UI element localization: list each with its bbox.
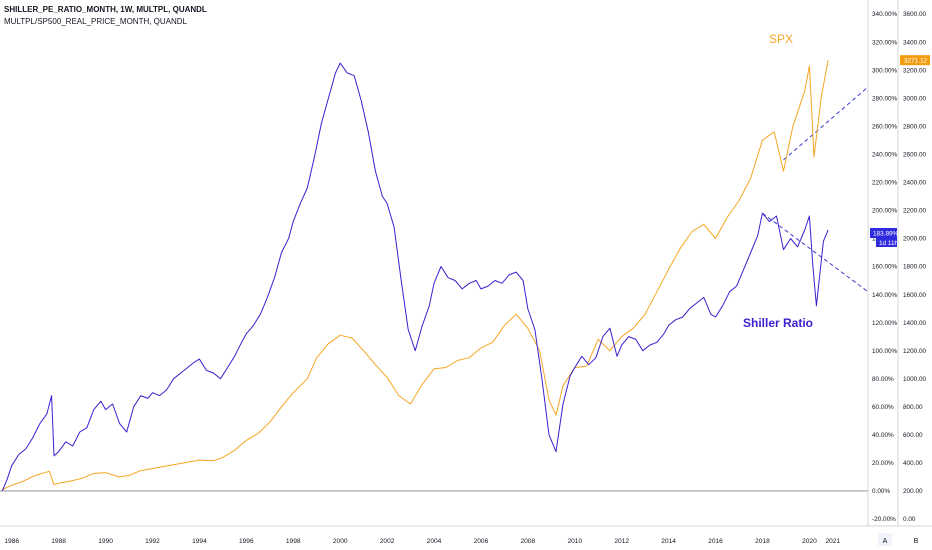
spx-annotation: SPX — [769, 32, 793, 46]
price-tick-label: 200.00 — [903, 488, 923, 495]
trend-lines — [762, 86, 869, 293]
price-tick-label: 0.00 — [903, 516, 916, 523]
percent-tick-label: 340.00% — [872, 11, 898, 18]
secondary-symbol-title: MULTPL/SP500_REAL_PRICE_MONTH, QUANDL — [4, 17, 188, 26]
price-tick-label: 2800.00 — [903, 123, 927, 130]
auto-scale-button[interactable]: A — [878, 533, 892, 546]
year-tick-label: 1988 — [51, 538, 66, 545]
spx-last-price-text: 3271.12 — [904, 57, 928, 64]
percent-tick-label: 220.00% — [872, 180, 898, 187]
price-tick-label: 400.00 — [903, 460, 923, 467]
year-tick-label: 2021 — [825, 538, 840, 545]
primary-symbol-title: SHILLER_PE_RATIO_MONTH, 1W, MULTPL, QUAN… — [4, 5, 207, 14]
year-tick-label: 2012 — [614, 538, 629, 545]
year-tick-label: 1990 — [98, 538, 113, 545]
price-tick-label: 1400.00 — [903, 320, 927, 327]
price-tick-label: 2000.00 — [903, 236, 927, 243]
auto-scale-label: A — [883, 538, 888, 545]
price-tick-label: 3000.00 — [903, 95, 927, 102]
price-tick-label: 3200.00 — [903, 67, 927, 74]
price-tick-label: 3600.00 — [903, 11, 927, 18]
price-tick-label: 2200.00 — [903, 208, 927, 215]
year-tick-label: 2018 — [755, 538, 770, 545]
percent-tick-label: -20.00% — [872, 516, 896, 523]
log-scale-button[interactable]: B — [914, 538, 919, 545]
percent-tick-label: 140.00% — [872, 292, 898, 299]
year-tick-label: 1994 — [192, 538, 207, 545]
percent-tick-label: 100.00% — [872, 348, 898, 355]
year-tick-label: 2014 — [661, 538, 676, 545]
spx-last-price-badge — [900, 55, 930, 66]
year-tick-label: 2000 — [333, 538, 348, 545]
price-axis[interactable]: 3600.00 3400.00 3200.00 3000.00 2800.00 2600.… — [903, 11, 927, 523]
price-tick-label: 2400.00 — [903, 180, 927, 187]
price-tick-label: 1200.00 — [903, 348, 927, 355]
year-tick-label: 2010 — [567, 538, 582, 545]
percent-tick-label: 20.00% — [872, 460, 894, 467]
shiller-last-value-badge — [870, 227, 897, 238]
shiller-countdown-text: 1d 11h — [879, 240, 899, 247]
price-tick-label: 2600.00 — [903, 152, 927, 159]
year-tick-label: 1986 — [4, 538, 19, 545]
price-tick-label: 1000.00 — [903, 376, 927, 383]
shiller-countdown-badge — [876, 237, 897, 247]
percent-tick-label: 0.00% — [872, 488, 890, 495]
spx-real-price-line — [2, 60, 829, 490]
time-axis[interactable]: 1986 1988 1990 1992 1994 1996 1998 2000 2002 2004… — [4, 538, 840, 545]
percent-tick-label: 40.00% — [872, 432, 894, 439]
year-tick-label: 1992 — [145, 538, 160, 545]
price-tick-label: 1800.00 — [903, 264, 927, 271]
last-value-badges: 3271.12 183.89% 1d 11h — [870, 55, 930, 247]
percent-tick-label: 320.00% — [872, 39, 898, 46]
year-tick-label: 2020 — [802, 538, 817, 545]
price-tick-label: 1600.00 — [903, 292, 927, 299]
year-tick-label: 1998 — [286, 538, 301, 545]
percent-tick-label: 280.00% — [872, 95, 898, 102]
spx-trend-line[interactable] — [783, 86, 869, 161]
percent-tick-label: 240.00% — [872, 152, 898, 159]
year-tick-label: 2008 — [520, 538, 535, 545]
shiller-ratio-annotation: Shiller Ratio — [743, 316, 813, 330]
percent-tick-label: 160.00% — [872, 264, 898, 271]
year-tick-label: 2006 — [474, 538, 489, 545]
series-lines — [1, 60, 829, 492]
percent-tick-label: 60.00% — [872, 404, 894, 411]
year-tick-label: 2016 — [708, 538, 723, 545]
percent-tick-label: 260.00% — [872, 123, 898, 130]
year-tick-label: 1996 — [239, 538, 254, 545]
shiller-ratio-line — [1, 62, 829, 492]
percent-tick-label: 200.00% — [872, 208, 898, 215]
year-tick-label: 2002 — [380, 538, 395, 545]
percent-tick-label: 80.00% — [872, 376, 894, 383]
shiller-trend-line[interactable] — [762, 212, 869, 293]
year-tick-label: 2004 — [427, 538, 442, 545]
price-tick-label: 3400.00 — [903, 39, 927, 46]
shiller-last-value-text: 183.89% — [873, 230, 899, 237]
percent-tick-label: 300.00% — [872, 67, 898, 74]
price-tick-label: 800.00 — [903, 404, 923, 411]
price-tick-label: 600.00 — [903, 432, 923, 439]
percent-tick-label: 120.00% — [872, 320, 898, 327]
